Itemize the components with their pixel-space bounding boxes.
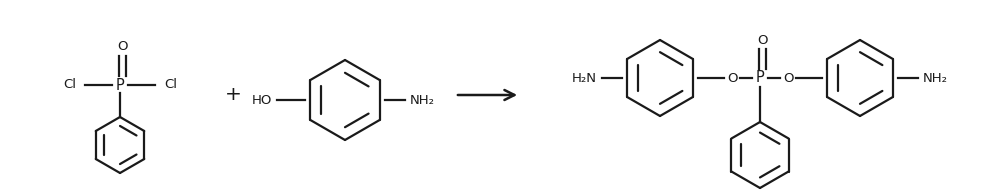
Text: O: O bbox=[757, 33, 767, 46]
Text: H₂N: H₂N bbox=[572, 71, 597, 84]
Text: O: O bbox=[783, 71, 793, 84]
Text: P: P bbox=[756, 70, 764, 85]
Text: NH₂: NH₂ bbox=[923, 71, 948, 84]
Text: +: + bbox=[225, 85, 241, 104]
Text: Cl: Cl bbox=[63, 79, 76, 92]
Text: Cl: Cl bbox=[164, 79, 177, 92]
Text: P: P bbox=[116, 78, 124, 93]
Text: O: O bbox=[117, 41, 127, 54]
Text: HO: HO bbox=[252, 94, 272, 107]
Text: NH₂: NH₂ bbox=[410, 94, 435, 107]
Text: O: O bbox=[727, 71, 737, 84]
